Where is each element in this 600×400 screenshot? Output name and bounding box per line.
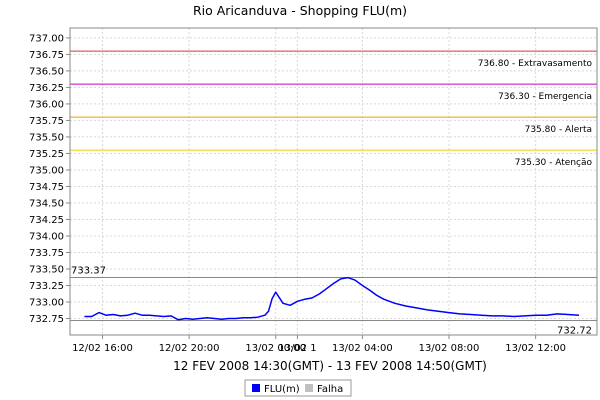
reference-line-label: 735.30 - Atenção — [515, 158, 593, 168]
plot-area — [69, 27, 598, 336]
y-tick-label: 736.25 — [29, 83, 64, 94]
y-tick-label: 734.25 — [29, 215, 64, 226]
y-tick-label: 733.25 — [29, 281, 64, 292]
legend-label: Falha — [317, 384, 343, 395]
y-tick-label: 735.00 — [29, 165, 64, 176]
y-tick-label: 733.75 — [29, 248, 64, 259]
x-tick-label: 12/02 20:00 — [159, 343, 220, 354]
reference-line-label: 736.30 - Emergencia — [498, 92, 592, 102]
y-tick-label: 732.75 — [29, 314, 64, 325]
chart-title: Rio Aricanduva - Shopping FLU(m) — [193, 3, 407, 18]
y-tick-label: 735.25 — [29, 149, 64, 160]
x-axis-label: 12 FEV 2008 14:30(GMT) - 13 FEV 2008 14:… — [173, 359, 487, 373]
x-tick-label: 13/02 00:00 — [245, 343, 306, 354]
series-layer — [84, 276, 580, 321]
reference-lines: 736.80 - Extravasamento 736.30 - Emergenc… — [70, 50, 597, 336]
reference-line-label: 735.80 - Alerta — [525, 125, 592, 135]
y-axis: 732.75 733.00 733.25 733.50 733.75 734.00 734.… — [29, 33, 70, 325]
y-tick-label: 735.75 — [29, 116, 64, 127]
legend-swatch — [305, 384, 313, 392]
y-tick-label: 734.00 — [29, 231, 64, 242]
x-axis: 12/02 16:00 12/02 20:00 13/02 00:00 13/02 0… — [72, 335, 566, 354]
y-tick-label: 733.50 — [29, 264, 64, 275]
legend-label: FLU(m) — [264, 384, 300, 395]
legend-box — [244, 379, 352, 397]
y-tick-label: 735.50 — [29, 132, 64, 143]
min-marker-label: 732.72 — [557, 325, 592, 336]
series-line — [84, 276, 580, 321]
reference-line-label: 736.80 - Extravasamento — [478, 59, 593, 69]
y-tick-label: 737.00 — [29, 33, 64, 44]
max-marker-label: 733.37 — [71, 266, 106, 277]
legend-swatch — [252, 384, 260, 392]
x-tick-label: 13/02 1 — [278, 343, 316, 354]
x-tick-label: 12/02 16:00 — [72, 343, 133, 354]
x-tick-label: 13/02 08:00 — [419, 343, 480, 354]
legend: FLU(m) Falha — [244, 379, 352, 397]
x-tick-label: 13/02 04:00 — [332, 343, 393, 354]
grid — [70, 28, 597, 335]
y-tick-label: 733.00 — [29, 297, 64, 308]
y-tick-label: 736.75 — [29, 50, 64, 61]
y-tick-label: 734.75 — [29, 182, 64, 193]
y-tick-label: 734.50 — [29, 198, 64, 209]
x-tick-label: 13/02 12:00 — [505, 343, 566, 354]
y-tick-label: 736.00 — [29, 99, 64, 110]
y-tick-label: 736.50 — [29, 66, 64, 77]
